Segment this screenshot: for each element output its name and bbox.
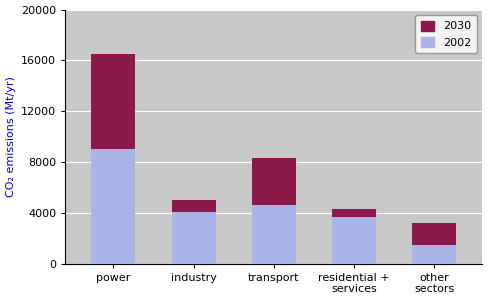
Y-axis label: CO₂ emissions (Mt/yr): CO₂ emissions (Mt/yr) <box>5 76 16 197</box>
Bar <box>332 217 376 264</box>
Legend: 2030, 2002: 2030, 2002 <box>415 15 477 53</box>
Bar <box>91 54 136 149</box>
Bar <box>412 245 456 264</box>
Bar <box>252 158 296 205</box>
Bar <box>172 212 216 264</box>
Bar <box>412 223 456 245</box>
Bar <box>91 149 136 264</box>
Bar <box>172 200 216 212</box>
Bar <box>332 209 376 217</box>
Bar <box>252 205 296 264</box>
